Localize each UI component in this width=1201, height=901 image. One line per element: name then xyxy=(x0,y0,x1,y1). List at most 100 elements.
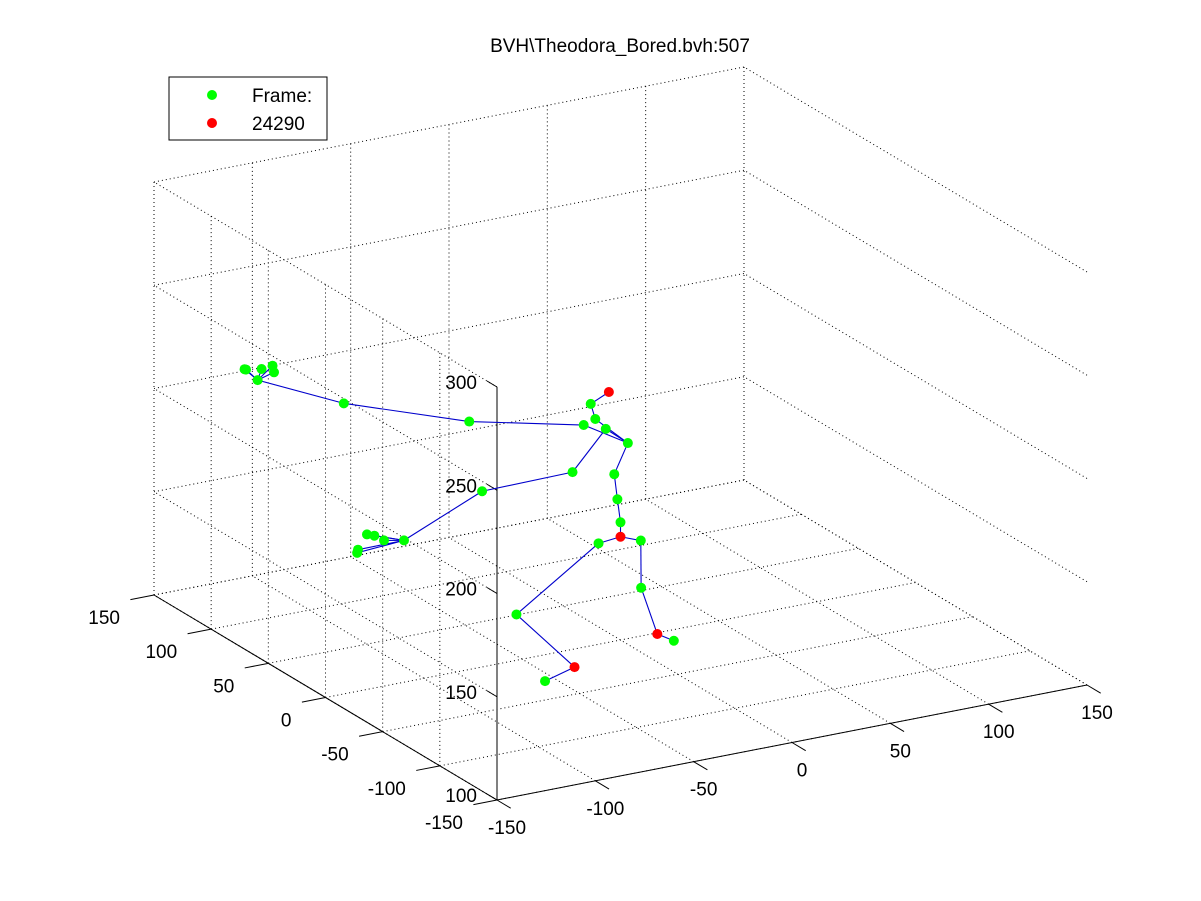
joint-l_f3 xyxy=(352,544,363,555)
legend: Frame: 24290 xyxy=(168,76,328,141)
bone-r_arm-r_forearm xyxy=(343,402,470,423)
joint-r_f5 xyxy=(269,367,280,378)
y-tick-label: -100 xyxy=(368,779,406,800)
y-tick xyxy=(473,799,498,806)
joint-l_toe xyxy=(668,635,679,646)
joint-l_f5 xyxy=(361,529,372,540)
y-tick xyxy=(130,594,155,601)
x-tick xyxy=(1086,684,1101,694)
grid-line xyxy=(153,479,745,596)
joint-r_toe xyxy=(540,676,551,687)
bone-l_hand-l_f3 xyxy=(357,539,405,551)
bone-l_forearm-l_hand xyxy=(403,490,483,541)
grid-line xyxy=(268,547,859,664)
grid-line xyxy=(743,66,1088,273)
z-tick-label: 250 xyxy=(445,476,477,497)
x-tick-label: 0 xyxy=(797,761,808,782)
z-tick-label: 300 xyxy=(445,373,477,394)
axis-layer xyxy=(130,380,1101,809)
joint-l_upleg xyxy=(635,535,646,546)
z-tick xyxy=(486,483,498,491)
joint-r_foot xyxy=(569,662,580,673)
joint-spine3 xyxy=(622,438,633,449)
bone-l_leg-l_foot xyxy=(640,587,658,635)
grid-line xyxy=(743,169,1088,376)
x-tick-label: -100 xyxy=(586,799,624,820)
grid-line xyxy=(153,376,745,493)
z-tick xyxy=(486,380,498,388)
grid-line xyxy=(153,181,498,388)
joint-l_foot xyxy=(652,629,663,640)
z-tick-label: 100 xyxy=(445,786,477,807)
y-tick-label: -150 xyxy=(425,813,463,834)
bone-r_forearm-r_hand xyxy=(257,379,344,404)
joint-r_arm xyxy=(464,416,475,427)
bone-l_shoulder-l_arm xyxy=(572,428,607,473)
legend-box xyxy=(168,76,328,141)
y-tick xyxy=(301,697,326,703)
z-tick-label: 150 xyxy=(445,683,477,704)
x-tick xyxy=(595,780,610,790)
z-tick xyxy=(486,793,498,801)
bone-spine2-spine3 xyxy=(613,442,629,475)
joint-spine1 xyxy=(612,494,623,505)
z-tick xyxy=(486,587,498,594)
grid-line xyxy=(743,479,1088,686)
legend-label-number: 24290 xyxy=(252,114,305,135)
x-tick-label: 150 xyxy=(1081,703,1113,724)
joint-neck xyxy=(590,414,601,425)
joint-head_end xyxy=(603,386,614,397)
joint-l_f1 xyxy=(379,535,389,546)
bone-spine3-r_shoulder xyxy=(583,424,629,444)
grid-line xyxy=(382,616,973,733)
grid-line xyxy=(325,582,916,698)
x-tick-label: 50 xyxy=(890,741,911,762)
chart-title: BVH\Theodora_Bored.bvh:507 xyxy=(490,36,750,57)
bone-r_upleg-r_leg xyxy=(516,542,599,615)
grid-line xyxy=(153,491,498,698)
x-tick-label: -150 xyxy=(488,818,526,839)
x-tick xyxy=(496,799,511,809)
x-tick-label: 100 xyxy=(983,722,1015,743)
joint-r_forearm xyxy=(338,398,349,409)
y-tick-label: 0 xyxy=(281,711,292,732)
x-tick-label: -50 xyxy=(690,780,717,801)
legend-marker-frame xyxy=(207,90,217,100)
joint-l_arm xyxy=(567,467,578,478)
grid-line xyxy=(153,284,498,491)
tick-labels: -150 -100 -50 0 50 100 150 -150 -100 -50 0 50 100 150… xyxy=(88,373,1113,839)
x-tick xyxy=(890,722,905,732)
bone-r_foot-r_toe xyxy=(544,666,575,682)
grid-line xyxy=(153,169,745,286)
joint-l_hand xyxy=(398,535,409,546)
z-tick-label: 200 xyxy=(445,580,477,601)
bone-l_arm-l_forearm xyxy=(481,471,573,492)
joint-l_forearm xyxy=(477,486,488,497)
grid-layer xyxy=(153,66,1088,801)
y-tick xyxy=(187,628,212,635)
y-tick-label: 50 xyxy=(213,676,234,697)
y-tick xyxy=(358,731,383,737)
x-tick xyxy=(988,703,1003,713)
grid-line xyxy=(439,650,1030,767)
z-tick xyxy=(486,690,498,698)
joint-l_f4 xyxy=(369,530,380,541)
joint-r_leg xyxy=(511,609,522,620)
y-tick-label: 150 xyxy=(88,608,120,629)
y-tick-label: 100 xyxy=(145,642,177,663)
skeleton-joints xyxy=(239,360,679,687)
joint-r_shoulder xyxy=(578,420,589,431)
joint-r_f3 xyxy=(256,364,267,375)
joint-l_leg xyxy=(636,582,647,593)
joint-r_hand xyxy=(252,375,263,386)
grid-line xyxy=(211,513,802,630)
grid-line xyxy=(153,273,745,389)
joint-head xyxy=(585,398,596,409)
bone-r_leg-r_foot xyxy=(516,614,575,668)
bone-r_shoulder-r_arm xyxy=(469,420,584,426)
joint-r_upleg xyxy=(593,538,604,549)
joint-hips xyxy=(615,531,626,542)
joint-spine xyxy=(615,517,626,528)
grid-line xyxy=(743,273,1088,479)
